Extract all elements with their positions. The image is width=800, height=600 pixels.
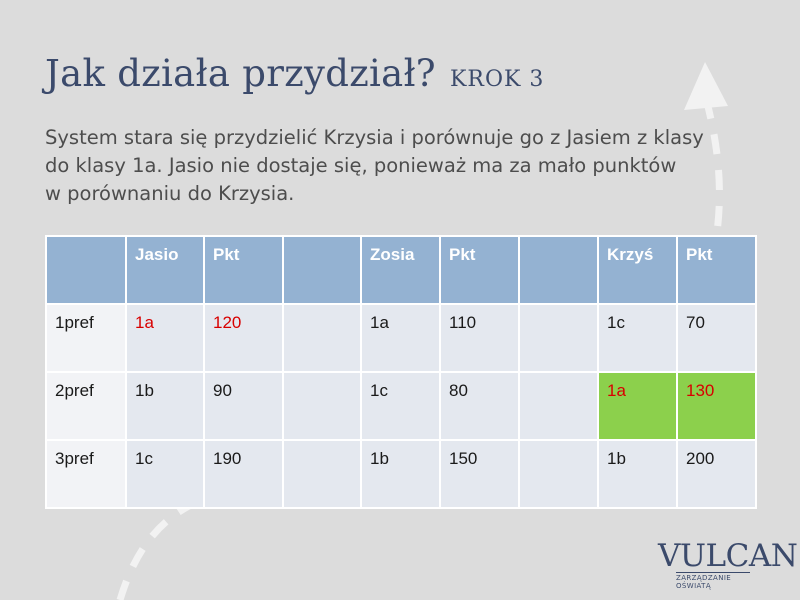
- highlighted-cell: 1a: [597, 371, 678, 441]
- table-cell: 150: [439, 439, 520, 509]
- table-cell: 1b: [597, 439, 678, 509]
- description-line: do klasy 1a. Jasio nie dostaje się, poni…: [45, 154, 677, 177]
- title-text: Jak działa przydział?: [45, 52, 436, 95]
- vulcan-logo: VULCAN ZARZĄDZANIE OŚWIATĄ: [658, 538, 798, 590]
- table-cell: 1c: [360, 371, 441, 441]
- table-cell: [282, 303, 362, 373]
- header-cell: Pkt: [203, 235, 284, 305]
- description-line: System stara się przydzielić Krzysia i p…: [45, 126, 704, 149]
- row-label-cell: 1pref: [45, 303, 127, 373]
- header-cell: Zosia: [360, 235, 441, 305]
- table-cell: 1b: [125, 371, 205, 441]
- slide-description: System stara się przydzielić Krzysia i p…: [45, 124, 745, 208]
- allocation-table: Jasio Pkt Zosia Pkt Krzyś Pkt 1pref 1a 1…: [45, 235, 757, 509]
- table-cell: 70: [676, 303, 757, 373]
- table-cell: 1a: [360, 303, 441, 373]
- table-cell: 1b: [360, 439, 441, 509]
- table-cell: 120: [203, 303, 284, 373]
- table-row: 3pref 1c 190 1b 150 1b 200: [45, 439, 757, 509]
- table-header-row: Jasio Pkt Zosia Pkt Krzyś Pkt: [45, 235, 757, 305]
- table-cell: 190: [203, 439, 284, 509]
- table-cell: [282, 371, 362, 441]
- table-cell: [518, 303, 599, 373]
- step-label: KROK 3: [449, 67, 545, 92]
- row-label-cell: 3pref: [45, 439, 127, 509]
- description-line: w porównaniu do Krzysia.: [45, 182, 295, 205]
- table-cell: 90: [203, 371, 284, 441]
- logo-tagline: ZARZĄDZANIE OŚWIATĄ: [676, 572, 750, 590]
- table-cell: [282, 439, 362, 509]
- table-cell: 110: [439, 303, 520, 373]
- header-cell: Pkt: [676, 235, 757, 305]
- table-row: 2pref 1b 90 1c 80 1a 130: [45, 371, 757, 441]
- table-cell: 1c: [597, 303, 678, 373]
- logo-name: VULCAN: [658, 538, 798, 574]
- table-row: 1pref 1a 120 1a 110 1c 70: [45, 303, 757, 373]
- header-cell: [282, 235, 362, 305]
- header-cell: [518, 235, 599, 305]
- table-cell: [518, 439, 599, 509]
- highlighted-cell: 130: [676, 371, 757, 441]
- header-cell: Krzyś: [597, 235, 678, 305]
- header-cell: Jasio: [125, 235, 205, 305]
- header-cell: Pkt: [439, 235, 520, 305]
- table-cell: 1c: [125, 439, 205, 509]
- table-cell: 80: [439, 371, 520, 441]
- row-label-cell: 2pref: [45, 371, 127, 441]
- slide-title: Jak działa przydział? KROK 3: [45, 52, 544, 95]
- table-cell: 1a: [125, 303, 205, 373]
- table-cell: [518, 371, 599, 441]
- header-cell: [45, 235, 127, 305]
- table-cell: 200: [676, 439, 757, 509]
